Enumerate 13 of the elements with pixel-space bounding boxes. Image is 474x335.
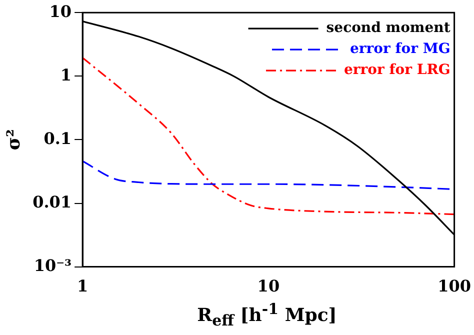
y-tick-label: 0.1 (44, 128, 72, 148)
x-axis-title: R$_{eff}$ [h$^{-1}$ Mpc] (196, 300, 338, 330)
legend-label: error for LRG (344, 62, 450, 78)
x-tick-label: 1 (77, 276, 88, 296)
x-tick-label: 10 (257, 276, 280, 296)
text: second moment (326, 20, 451, 36)
legend-label: error for MG (350, 41, 450, 58)
y-tick-label: 0.01 (32, 192, 72, 212)
y-axis-title: σ² (3, 129, 24, 150)
y-tick-label: 1 (60, 65, 72, 84)
x-tick-label: 100 (438, 276, 472, 296)
y-tick-label: 10⁻³ (34, 256, 72, 275)
y-tick-label: 10 (49, 2, 72, 21)
